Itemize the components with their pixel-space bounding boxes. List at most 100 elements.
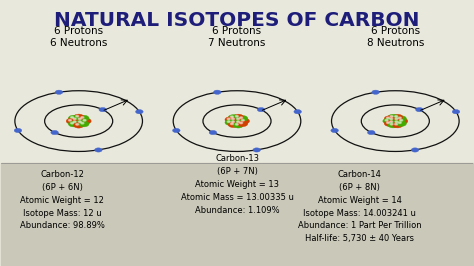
- Circle shape: [231, 121, 235, 123]
- Circle shape: [395, 123, 398, 125]
- Circle shape: [83, 119, 86, 121]
- Circle shape: [234, 120, 245, 126]
- Circle shape: [66, 118, 77, 124]
- Circle shape: [390, 118, 393, 120]
- Circle shape: [55, 90, 63, 94]
- Circle shape: [384, 120, 395, 126]
- Circle shape: [79, 121, 89, 127]
- Circle shape: [68, 115, 79, 121]
- Circle shape: [230, 123, 233, 125]
- Circle shape: [71, 120, 82, 126]
- Circle shape: [396, 120, 406, 126]
- Circle shape: [76, 120, 86, 126]
- Circle shape: [76, 117, 86, 123]
- Circle shape: [225, 117, 236, 123]
- Circle shape: [237, 121, 248, 127]
- Circle shape: [231, 118, 235, 120]
- Circle shape: [237, 115, 248, 121]
- Circle shape: [388, 114, 398, 120]
- Circle shape: [233, 122, 244, 128]
- Text: Carbon-12
(6P + 6N)
Atomic Weight = 12
Isotope Mass: 12 u
Abundance: 98.89%: Carbon-12 (6P + 6N) Atomic Weight = 12 I…: [20, 170, 105, 230]
- Circle shape: [81, 117, 84, 118]
- Circle shape: [79, 115, 89, 121]
- Circle shape: [236, 115, 238, 117]
- Text: Carbon-14
(6P + 8N)
Atomic Weight = 14
Isotope Mass: 14.003241 u
Abundance: 1 Pa: Carbon-14 (6P + 8N) Atomic Weight = 14 I…: [298, 170, 422, 243]
- Circle shape: [385, 119, 388, 121]
- Text: 6 Protons
6 Neutrons: 6 Protons 6 Neutrons: [50, 26, 108, 48]
- Circle shape: [331, 128, 338, 132]
- Circle shape: [257, 107, 265, 112]
- Circle shape: [229, 120, 240, 126]
- Circle shape: [383, 118, 393, 124]
- Circle shape: [237, 121, 239, 123]
- Circle shape: [386, 117, 390, 119]
- Circle shape: [392, 117, 403, 123]
- Circle shape: [396, 116, 406, 122]
- Circle shape: [213, 90, 221, 94]
- Bar: [0, 1, 474, 163]
- Circle shape: [76, 123, 79, 125]
- Circle shape: [237, 118, 239, 120]
- Circle shape: [395, 118, 398, 120]
- Circle shape: [452, 110, 460, 114]
- Circle shape: [76, 115, 79, 117]
- Circle shape: [227, 121, 230, 122]
- Circle shape: [392, 114, 403, 120]
- Circle shape: [71, 122, 73, 124]
- Circle shape: [390, 121, 393, 123]
- Circle shape: [78, 121, 81, 123]
- Circle shape: [294, 110, 301, 114]
- Circle shape: [239, 118, 249, 124]
- Circle shape: [388, 122, 398, 128]
- Circle shape: [388, 120, 398, 126]
- Circle shape: [416, 107, 423, 112]
- Circle shape: [81, 118, 91, 124]
- Circle shape: [240, 122, 243, 124]
- Circle shape: [400, 119, 402, 121]
- Circle shape: [253, 148, 261, 152]
- Circle shape: [99, 107, 107, 112]
- Text: 6 Protons
7 Neutrons: 6 Protons 7 Neutrons: [208, 26, 266, 48]
- Circle shape: [71, 117, 82, 123]
- Text: 6 Protons
8 Neutrons: 6 Protons 8 Neutrons: [366, 26, 424, 48]
- Circle shape: [73, 122, 84, 128]
- Circle shape: [240, 117, 243, 118]
- Circle shape: [395, 116, 398, 117]
- Circle shape: [395, 121, 398, 123]
- Circle shape: [397, 118, 408, 124]
- Circle shape: [384, 116, 395, 122]
- Circle shape: [234, 117, 245, 123]
- Circle shape: [73, 118, 76, 120]
- Circle shape: [236, 123, 238, 125]
- Bar: [0, 163, 474, 265]
- Text: Carbon-13
(6P + 7N)
Atomic Weight = 13
Atomic Mass = 13.00335 u
Abundance: 1.109: Carbon-13 (6P + 7N) Atomic Weight = 13 A…: [181, 154, 293, 215]
- Circle shape: [228, 115, 238, 120]
- Text: NATURAL ISOTOPES OF CARBON: NATURAL ISOTOPES OF CARBON: [54, 11, 420, 30]
- Circle shape: [388, 117, 398, 123]
- Circle shape: [173, 128, 180, 132]
- Circle shape: [68, 121, 79, 127]
- Circle shape: [241, 119, 244, 121]
- Circle shape: [392, 122, 403, 128]
- Circle shape: [367, 130, 375, 135]
- Circle shape: [228, 122, 238, 127]
- Circle shape: [136, 110, 143, 114]
- Circle shape: [372, 90, 379, 94]
- Circle shape: [51, 130, 58, 135]
- Circle shape: [230, 116, 233, 118]
- Circle shape: [78, 118, 81, 120]
- Circle shape: [209, 130, 217, 135]
- Circle shape: [73, 114, 84, 120]
- Circle shape: [390, 123, 393, 125]
- Circle shape: [411, 148, 419, 152]
- Circle shape: [392, 120, 403, 126]
- Circle shape: [95, 148, 102, 152]
- Circle shape: [225, 120, 236, 125]
- Circle shape: [68, 119, 72, 121]
- Circle shape: [81, 122, 84, 124]
- Circle shape: [398, 117, 401, 119]
- Circle shape: [229, 117, 240, 123]
- Circle shape: [390, 116, 393, 117]
- Circle shape: [71, 117, 73, 118]
- Circle shape: [73, 121, 76, 123]
